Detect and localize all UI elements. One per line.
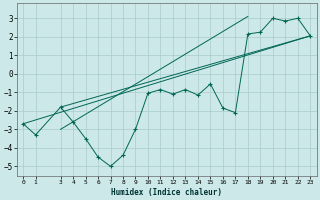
X-axis label: Humidex (Indice chaleur): Humidex (Indice chaleur) xyxy=(111,188,222,197)
